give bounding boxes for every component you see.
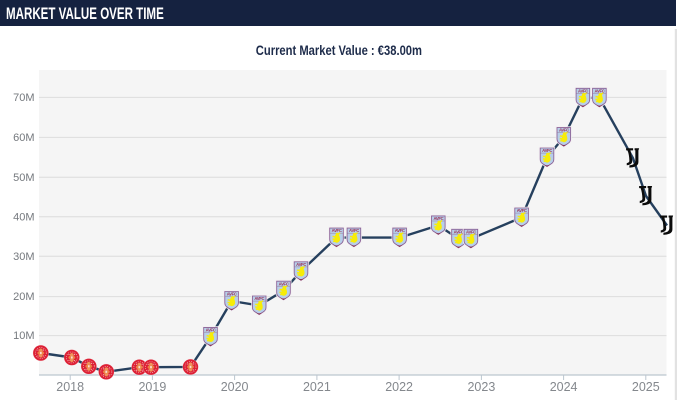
svg-text:2023: 2023 bbox=[467, 380, 495, 394]
svg-text:70M: 70M bbox=[13, 92, 34, 104]
svg-text:2018: 2018 bbox=[56, 380, 84, 394]
svg-text:2025: 2025 bbox=[632, 380, 660, 394]
svg-text:2020: 2020 bbox=[221, 380, 249, 394]
svg-text:50M: 50M bbox=[13, 172, 34, 184]
svg-text:20M: 20M bbox=[13, 291, 34, 303]
svg-text:2021: 2021 bbox=[303, 380, 331, 394]
svg-text:2022: 2022 bbox=[385, 380, 413, 394]
svg-text:10M: 10M bbox=[13, 330, 34, 342]
svg-text:2024: 2024 bbox=[550, 380, 578, 394]
svg-text:2019: 2019 bbox=[138, 380, 166, 394]
svg-text:30M: 30M bbox=[13, 251, 34, 263]
svg-text:40M: 40M bbox=[13, 211, 34, 223]
svg-text:60M: 60M bbox=[13, 132, 34, 144]
